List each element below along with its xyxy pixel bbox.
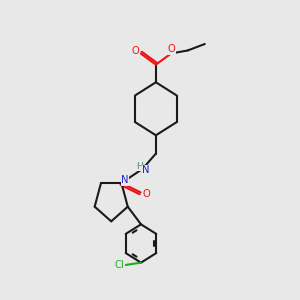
Text: O: O	[168, 44, 176, 54]
Text: O: O	[132, 46, 140, 56]
Text: O: O	[142, 189, 150, 199]
Text: Cl: Cl	[115, 260, 125, 270]
Text: N: N	[121, 175, 129, 185]
Text: N: N	[142, 165, 150, 175]
Text: H: H	[136, 162, 143, 171]
